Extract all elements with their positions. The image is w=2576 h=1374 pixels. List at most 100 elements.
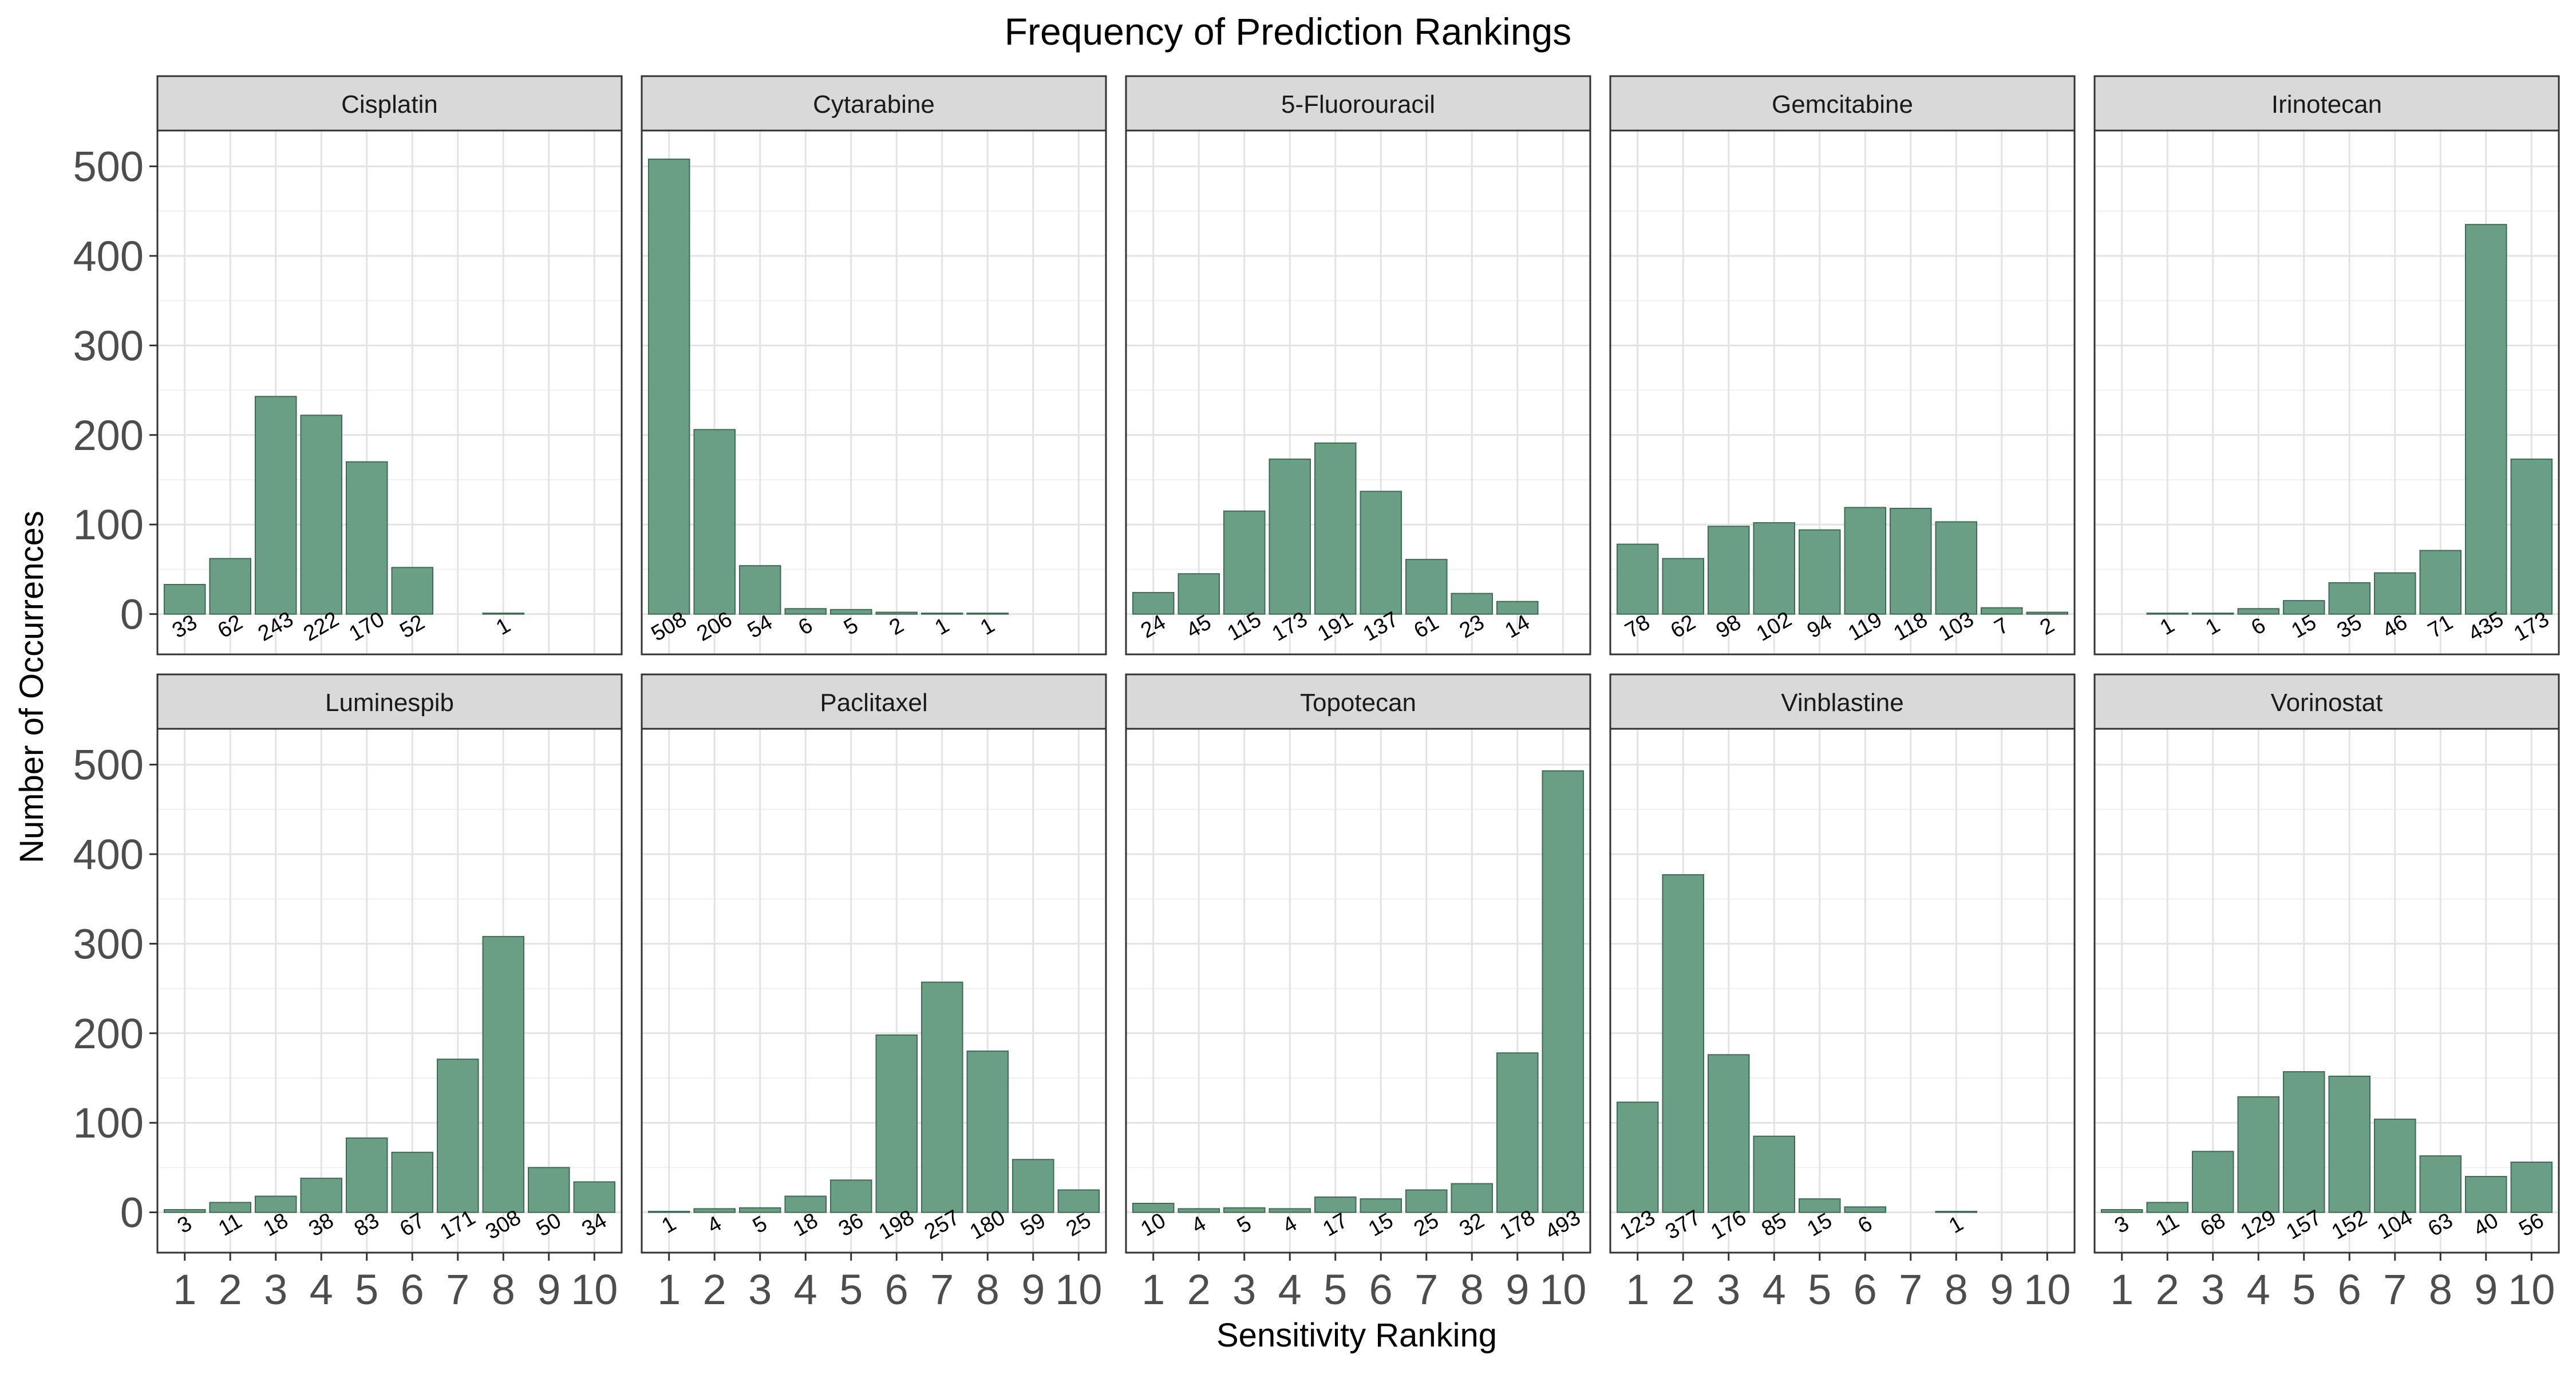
facet-strip xyxy=(1609,673,2076,730)
y-tick-label: 300 xyxy=(73,920,144,968)
bar xyxy=(209,558,251,615)
bar xyxy=(209,1202,251,1213)
x-tick-label: 5 xyxy=(2292,1266,2316,1313)
panel-border xyxy=(1609,728,2076,1254)
bar xyxy=(966,1051,1009,1213)
facet-strip xyxy=(156,75,623,132)
bar xyxy=(2328,582,2371,615)
facet-strip-label: Topotecan xyxy=(1300,689,1416,717)
bar xyxy=(647,159,690,615)
bar xyxy=(1662,874,1704,1213)
x-tick-label: 6 xyxy=(885,1266,908,1313)
y-tick-label: 0 xyxy=(120,1189,144,1237)
x-tick-label: 10 xyxy=(2508,1266,2555,1313)
bar xyxy=(1496,1052,1539,1213)
bar xyxy=(875,611,918,615)
x-tick-label: 9 xyxy=(1506,1266,1529,1313)
bar xyxy=(1798,1198,1841,1213)
y-tick-label: 300 xyxy=(73,322,144,369)
x-tick-label: 5 xyxy=(1808,1266,1831,1313)
bar xyxy=(345,461,388,615)
x-tick-label: 4 xyxy=(1763,1266,1786,1313)
x-tick-label: 8 xyxy=(976,1266,999,1313)
bar xyxy=(1405,559,1448,615)
bar xyxy=(647,1211,690,1213)
bar xyxy=(1223,510,1266,615)
bar xyxy=(1753,1135,1796,1213)
facet-strip-label: Irinotecan xyxy=(2271,90,2382,119)
y-tick-label: 500 xyxy=(73,143,144,191)
bar xyxy=(1798,529,1841,615)
bar xyxy=(2282,1071,2325,1213)
bar xyxy=(1132,592,1175,615)
bar xyxy=(1451,1183,1494,1213)
facet-strip xyxy=(2093,673,2560,730)
x-tick-label: 10 xyxy=(2024,1266,2071,1313)
x-tick-label: 1 xyxy=(1141,1266,1165,1313)
bar xyxy=(1616,1101,1659,1213)
bar xyxy=(1012,1159,1054,1213)
panel-border xyxy=(641,728,1107,1254)
bar xyxy=(1753,522,1796,615)
panel-background xyxy=(2095,729,2559,1253)
bar xyxy=(2237,608,2280,615)
bar xyxy=(436,1059,479,1213)
y-tick-label: 400 xyxy=(73,831,144,878)
x-tick-label: 3 xyxy=(1232,1266,1256,1313)
chart-title: Frequency of Prediction Rankings xyxy=(1005,10,1572,53)
bar xyxy=(2465,1176,2507,1213)
facet-strip-label: Gemcitabine xyxy=(1772,90,1913,119)
facet-strip-label: Paclitaxel xyxy=(820,689,927,717)
bar xyxy=(920,613,963,615)
x-tick-label: 8 xyxy=(2429,1266,2452,1313)
x-tick-label: 7 xyxy=(1415,1266,1438,1313)
panel-background xyxy=(157,729,622,1253)
bar xyxy=(2146,1202,2188,1213)
bar xyxy=(1451,593,1494,615)
x-tick-label: 1 xyxy=(173,1266,196,1313)
bar xyxy=(2282,600,2325,615)
bar xyxy=(2237,1096,2280,1213)
bar xyxy=(254,396,297,615)
bar xyxy=(1057,1189,1100,1213)
bar xyxy=(163,584,206,615)
x-tick-label: 7 xyxy=(446,1266,469,1313)
bar xyxy=(1314,442,1357,615)
bar xyxy=(1405,1189,1448,1213)
x-tick-label: 4 xyxy=(794,1266,817,1313)
bar xyxy=(482,613,525,615)
x-tick-label: 8 xyxy=(492,1266,515,1313)
panel-border xyxy=(1125,129,1591,656)
x-tick-label: 10 xyxy=(571,1266,618,1313)
y-tick-label: 500 xyxy=(73,741,144,789)
bar xyxy=(345,1137,388,1213)
x-tick-label: 7 xyxy=(930,1266,954,1313)
bar xyxy=(1360,1198,1402,1213)
bar xyxy=(2328,1075,2371,1213)
bar xyxy=(1935,521,1978,615)
x-tick-label: 6 xyxy=(1854,1266,1877,1313)
bar xyxy=(300,414,343,615)
x-tick-label: 2 xyxy=(1672,1266,1695,1313)
x-tick-label: 2 xyxy=(219,1266,242,1313)
x-tick-label: 7 xyxy=(1899,1266,1922,1313)
y-tick-label: 400 xyxy=(73,232,144,280)
facet-strip xyxy=(641,75,1107,132)
x-tick-label: 1 xyxy=(657,1266,681,1313)
panel-border xyxy=(641,129,1107,656)
bar xyxy=(1360,491,1402,615)
bar xyxy=(1707,1054,1750,1213)
bar xyxy=(2191,613,2234,615)
bar xyxy=(2419,550,2462,615)
x-tick-label: 9 xyxy=(1021,1266,1045,1313)
bar xyxy=(2100,1209,2143,1213)
bar xyxy=(1844,1206,1887,1213)
facet-strip-label: Luminespib xyxy=(325,689,454,717)
x-tick-label: 4 xyxy=(310,1266,333,1313)
x-tick-label: 5 xyxy=(1323,1266,1347,1313)
x-tick-label: 5 xyxy=(355,1266,378,1313)
x-tick-label: 7 xyxy=(2383,1266,2407,1313)
y-tick-label: 100 xyxy=(73,501,144,548)
